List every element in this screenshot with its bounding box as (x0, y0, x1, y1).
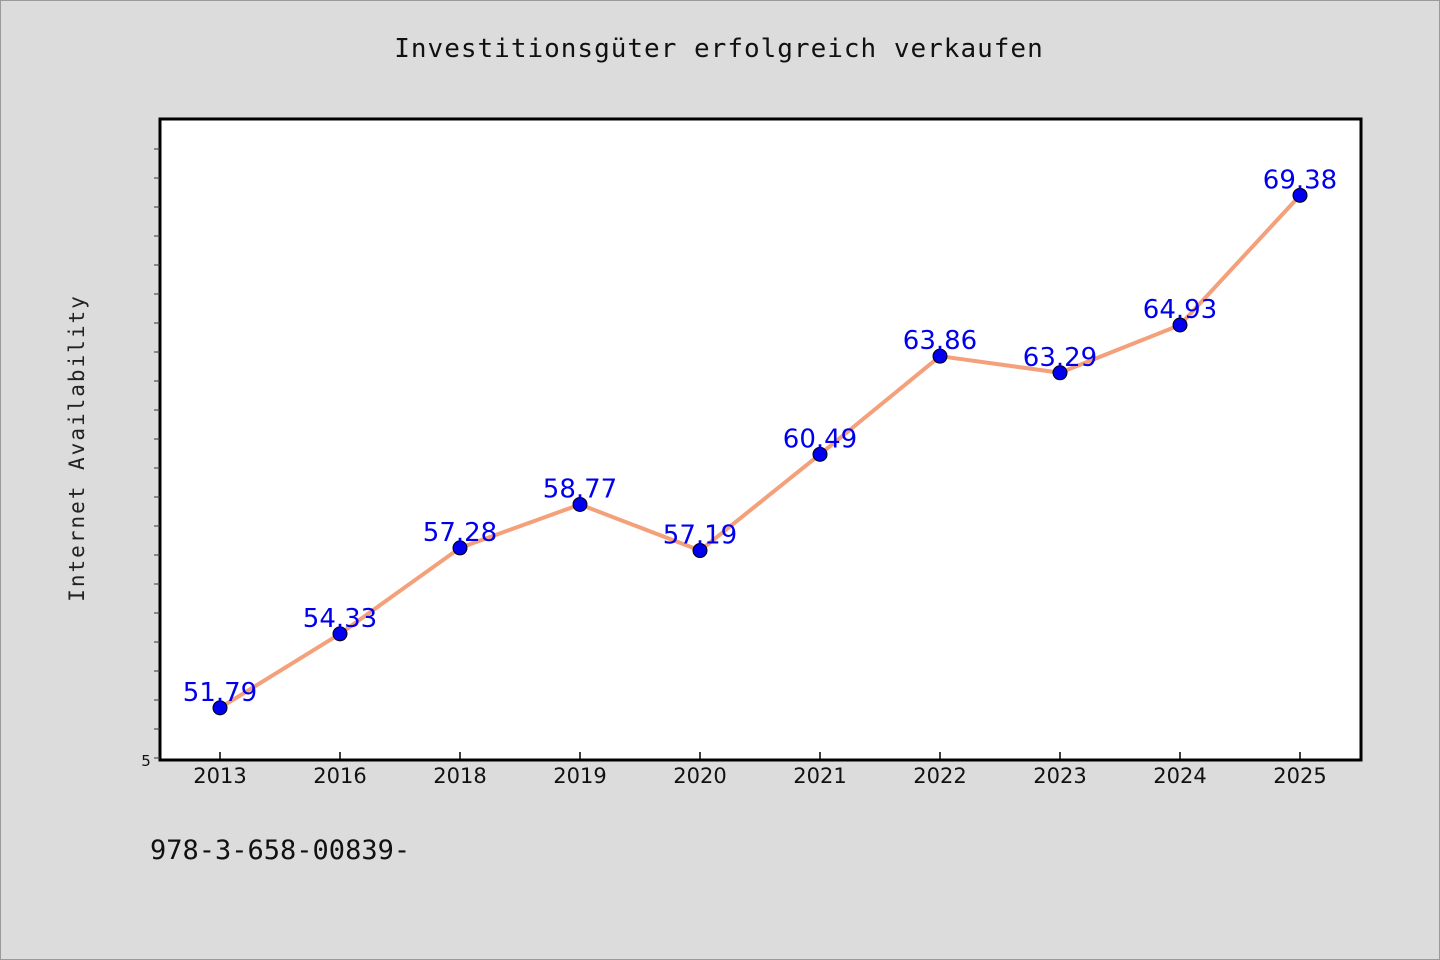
data-point (812, 446, 828, 462)
data-label: 69.38 (1263, 165, 1337, 195)
series-line (218, 193, 1302, 710)
data-label: 63.29 (1023, 343, 1097, 373)
data-label: 63.86 (903, 326, 977, 356)
data-label: 51.79 (183, 678, 257, 708)
chart-title: Investitionsgüter erfolgreich verkaufen (394, 34, 1044, 64)
data-label: 57.28 (423, 518, 497, 548)
data-point (1172, 317, 1188, 333)
x-tick-label: 2025 (1273, 764, 1326, 788)
x-tick-label: 2016 (313, 764, 366, 788)
data-label: 60.49 (783, 424, 857, 454)
x-tick-label: 2022 (913, 764, 966, 788)
x-tick-label: 2021 (793, 764, 846, 788)
x-tick-label: 2024 (1153, 764, 1206, 788)
data-label: 54.33 (303, 604, 377, 634)
x-tick-label: 2023 (1033, 764, 1086, 788)
x-axis: 2013 2016 2018 2019 2020 2021 2022 2023 2024 2025 (193, 752, 1327, 788)
footer-code: 978-3-658-00839- (150, 835, 411, 866)
data-label: 58.77 (543, 474, 617, 504)
x-tick-label: 2018 (433, 764, 486, 788)
y-axis-ticks (154, 148, 160, 759)
data-point (212, 700, 228, 716)
plot-area (158, 117, 1363, 762)
data-point (572, 496, 588, 512)
data-point (1052, 365, 1068, 381)
data-series: 51.79 54.33 57.28 58.77 57.19 60.49 63.86 63.29… (183, 165, 1337, 716)
x-tick-label: 2020 (673, 764, 726, 788)
data-label: 64.93 (1143, 295, 1217, 325)
data-point (452, 540, 468, 556)
data-label: 57.19 (663, 521, 737, 551)
data-point (932, 348, 948, 364)
y-tick-label: 5 (141, 752, 151, 770)
data-point (332, 626, 348, 642)
x-tick-label: 2019 (553, 764, 606, 788)
data-point (1292, 187, 1308, 203)
data-point (692, 543, 708, 559)
x-tick-label: 2013 (193, 764, 246, 788)
